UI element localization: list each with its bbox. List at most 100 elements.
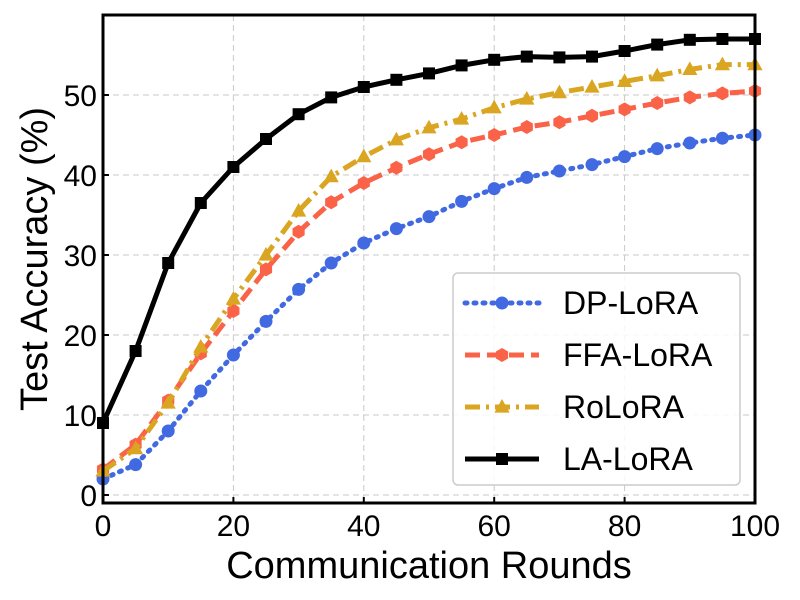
data-point-la-lora bbox=[227, 161, 240, 173]
data-point-rolora bbox=[551, 84, 567, 99]
data-point-la-lora bbox=[520, 50, 533, 63]
data-point-la-lora bbox=[716, 33, 729, 45]
data-point-rolora bbox=[323, 168, 339, 183]
y-tick-label: 20 bbox=[64, 320, 97, 353]
data-point-dp-lora bbox=[357, 236, 371, 250]
data-point-la-lora bbox=[390, 73, 403, 86]
plot-frame bbox=[101, 13, 757, 505]
data-point-dp-lora bbox=[487, 182, 501, 196]
y-axis-title: Test Accuracy (%) bbox=[14, 107, 56, 411]
data-point-dp-lora bbox=[683, 136, 697, 150]
data-point-la-lora bbox=[651, 38, 664, 51]
data-point-rolora bbox=[519, 91, 535, 105]
data-point-rolora bbox=[714, 56, 730, 71]
data-point-dp-lora bbox=[520, 170, 534, 184]
y-tick-label: 10 bbox=[64, 400, 97, 433]
data-point-rolora bbox=[486, 99, 502, 114]
legend-label-ffa-lora: FFA-LoRA bbox=[563, 337, 713, 373]
legend-marker-rolora bbox=[494, 399, 510, 413]
data-point-dp-lora bbox=[422, 210, 436, 224]
series-rolora bbox=[95, 56, 763, 477]
data-point-la-lora bbox=[423, 67, 435, 80]
data-point-dp-lora bbox=[259, 314, 273, 328]
x-tick-label: 100 bbox=[730, 510, 780, 543]
x-tick-label: 0 bbox=[95, 510, 112, 543]
data-point-la-lora bbox=[455, 59, 468, 72]
y-tick-label: 30 bbox=[64, 240, 97, 273]
data-point-ffa-lora bbox=[488, 128, 501, 142]
x-axis-title: Communication Rounds bbox=[226, 545, 632, 587]
data-point-ffa-lora bbox=[259, 262, 273, 277]
data-point-ffa-lora bbox=[357, 176, 370, 190]
data-point-dp-lora bbox=[552, 164, 566, 178]
data-point-ffa-lora bbox=[292, 224, 305, 239]
data-point-rolora bbox=[193, 339, 209, 353]
data-point-dp-lora bbox=[194, 384, 208, 398]
data-point-ffa-lora bbox=[325, 195, 338, 210]
data-point-dp-lora bbox=[715, 131, 729, 145]
data-point-dp-lora bbox=[585, 158, 599, 172]
data-point-rolora bbox=[225, 291, 241, 305]
data-point-la-lora bbox=[488, 53, 501, 66]
data-point-rolora bbox=[388, 131, 404, 146]
data-point-rolora bbox=[160, 395, 176, 409]
data-point-la-lora bbox=[162, 257, 175, 269]
x-tick-label: 20 bbox=[217, 510, 250, 543]
data-point-rolora bbox=[649, 67, 665, 82]
data-point-la-lora bbox=[586, 50, 598, 63]
data-point-rolora bbox=[421, 119, 437, 134]
x-tick-label: 80 bbox=[608, 510, 641, 543]
legend-label-rolora: RoLoRA bbox=[563, 389, 685, 425]
data-point-rolora bbox=[454, 111, 470, 125]
data-point-la-lora bbox=[260, 133, 272, 145]
x-tick-label: 60 bbox=[478, 510, 511, 543]
data-point-ffa-lora bbox=[716, 86, 729, 101]
data-point-rolora bbox=[128, 440, 144, 455]
data-point-dp-lora bbox=[455, 194, 469, 208]
data-point-ffa-lora bbox=[585, 108, 599, 123]
data-point-ffa-lora bbox=[455, 135, 468, 150]
data-point-dp-lora bbox=[650, 142, 664, 156]
legend-marker-dp-lora bbox=[495, 296, 509, 310]
series-dp-lora bbox=[96, 128, 762, 486]
data-point-dp-lora bbox=[324, 256, 338, 270]
data-point-rolora bbox=[584, 79, 600, 93]
data-point-ffa-lora bbox=[618, 102, 631, 117]
data-point-la-lora bbox=[325, 91, 338, 104]
data-point-la-lora bbox=[357, 81, 370, 93]
data-point-ffa-lora bbox=[390, 160, 403, 175]
data-point-dp-lora bbox=[292, 282, 306, 296]
data-point-dp-lora bbox=[226, 348, 240, 362]
data-point-dp-lora bbox=[161, 424, 175, 438]
data-point-ffa-lora bbox=[520, 120, 533, 134]
legend-label-la-lora: LA-LoRA bbox=[563, 441, 694, 477]
data-point-dp-lora bbox=[618, 150, 632, 164]
data-point-la-lora bbox=[129, 345, 142, 357]
data-point-ffa-lora bbox=[683, 90, 696, 105]
y-tick-label: 40 bbox=[64, 160, 97, 193]
data-point-ffa-lora bbox=[651, 96, 664, 110]
data-point-rolora bbox=[291, 203, 307, 217]
data-point-ffa-lora bbox=[422, 147, 436, 162]
data-point-rolora bbox=[682, 61, 698, 75]
data-point-dp-lora bbox=[389, 222, 403, 236]
legend-box bbox=[452, 272, 741, 486]
y-tick-label: 0 bbox=[80, 480, 97, 513]
data-point-la-lora bbox=[553, 51, 566, 64]
legend-marker-ffa-lora bbox=[495, 348, 509, 362]
data-point-rolora bbox=[356, 148, 372, 163]
data-point-la-lora bbox=[618, 45, 631, 57]
data-point-rolora bbox=[617, 73, 633, 87]
data-point-ffa-lora bbox=[553, 115, 566, 130]
data-point-dp-lora bbox=[129, 458, 143, 472]
legend-marker-la-lora bbox=[496, 453, 508, 465]
data-point-la-lora bbox=[292, 108, 305, 121]
data-point-rolora bbox=[258, 247, 274, 261]
series-la-lora bbox=[97, 33, 761, 429]
data-point-la-lora bbox=[194, 197, 207, 209]
legend: DP-LoRA FFA-LoRA RoLoRA LA-LoRA bbox=[452, 272, 741, 486]
axis-ticks: 0 20 40 60 80 100 0 10 20 30 40 50 bbox=[64, 80, 780, 543]
data-point-ffa-lora bbox=[227, 304, 240, 318]
legend-label-dp-lora: DP-LoRA bbox=[563, 285, 699, 321]
